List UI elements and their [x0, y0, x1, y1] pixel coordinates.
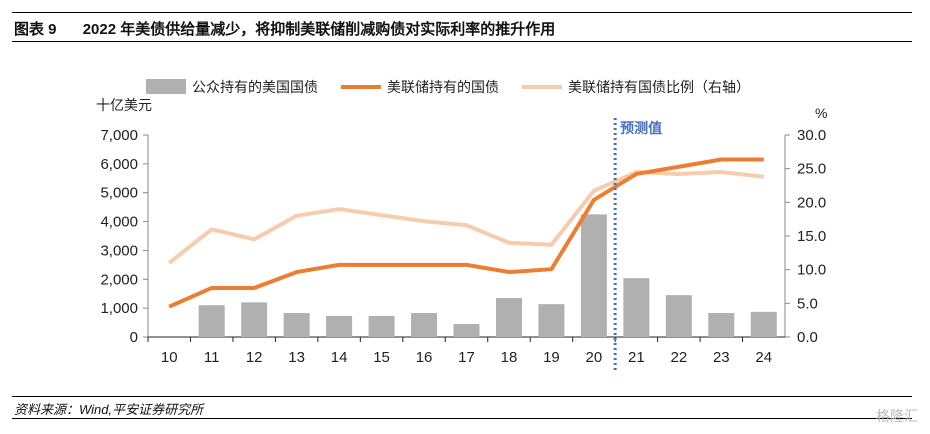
left-axis-unit: 十亿美元 — [96, 97, 152, 113]
x-tick-label: 16 — [416, 349, 433, 366]
left-tick-label: 5,000 — [100, 185, 138, 202]
x-tick-label: 15 — [373, 349, 390, 366]
title-underline — [12, 41, 912, 42]
x-tick-label: 10 — [161, 349, 178, 366]
x-tick-label: 22 — [670, 349, 687, 366]
right-tick-label: 0.0 — [797, 329, 818, 346]
figure-title-text: 2022 年美债供给量减少，将抑制美联储削减购债对实际利率的推升作用 — [82, 21, 556, 38]
bar-public-17 — [453, 324, 480, 337]
forecast-label: 预测值 — [620, 120, 662, 136]
right-tick-label: 5.0 — [797, 295, 818, 312]
x-tick-label: 17 — [458, 349, 475, 366]
bar-public-19 — [538, 304, 565, 337]
legend: 公众持有的美国国债 美联储持有的国债 美联储持有国债比例（右轴） — [146, 79, 750, 95]
bar-public-18 — [495, 298, 522, 337]
x-tick-label: 20 — [586, 349, 603, 366]
bar-public-23 — [708, 313, 735, 337]
x-tick-label: 19 — [543, 349, 560, 366]
right-tick-label: 25.0 — [797, 161, 826, 178]
left-tick-label: 7,000 — [100, 127, 138, 144]
right-tick-label: 20.0 — [797, 194, 826, 211]
right-tick-label: 15.0 — [797, 228, 826, 245]
bottom-rule — [12, 418, 912, 419]
legend-label-fed: 美联储持有的国债 — [387, 79, 499, 95]
bar-public-24 — [750, 311, 777, 337]
left-tick-label: 2,000 — [100, 271, 138, 288]
left-tick-label: 1,000 — [100, 300, 138, 317]
left-tick-label: 0 — [130, 329, 138, 346]
source-rule-top — [12, 396, 912, 397]
figure-number: 图表 9 — [14, 21, 57, 38]
x-tick-label: 24 — [755, 349, 772, 366]
left-tick-label: 6,000 — [100, 156, 138, 173]
line-ratio — [167, 170, 764, 265]
bar-public-14 — [326, 315, 353, 337]
left-tick-label: 3,000 — [100, 242, 138, 259]
x-tick-label: 11 — [204, 349, 220, 366]
legend-label-public: 公众持有的美国国债 — [192, 79, 318, 95]
bar-public-13 — [283, 313, 310, 337]
line-fed — [168, 157, 764, 309]
right-tick-label: 30.0 — [797, 127, 826, 144]
watermark-logo: 格隆汇 — [876, 408, 918, 424]
legend-swatch-bar — [146, 79, 186, 94]
bar-public-12 — [241, 302, 268, 337]
source-note: 资料来源：Wind,平安证券研究所 — [14, 402, 204, 417]
x-tick-label: 12 — [246, 349, 263, 366]
right-tick-label: 10.0 — [797, 262, 826, 279]
bar-public-11 — [198, 305, 225, 337]
x-tick-label: 13 — [288, 349, 305, 366]
left-tick-label: 4,000 — [100, 214, 138, 231]
bar-public-22 — [665, 295, 692, 337]
bar-public-16 — [411, 313, 438, 337]
right-axis-unit: % — [815, 105, 827, 121]
top-rule — [12, 12, 912, 13]
x-tick-label: 21 — [628, 349, 645, 366]
legend-label-ratio: 美联储持有国债比例（右轴） — [568, 79, 750, 95]
x-tick-label: 14 — [331, 349, 348, 366]
x-tick-label: 18 — [501, 349, 518, 366]
bar-public-20 — [580, 214, 607, 337]
bar-public-21 — [623, 278, 650, 337]
x-tick-label: 23 — [713, 349, 730, 366]
figure-title: 图表 9 2022 年美债供给量减少，将抑制美联储削减购债对实际利率的推升作用 — [14, 18, 555, 39]
bar-public-15 — [368, 315, 395, 337]
